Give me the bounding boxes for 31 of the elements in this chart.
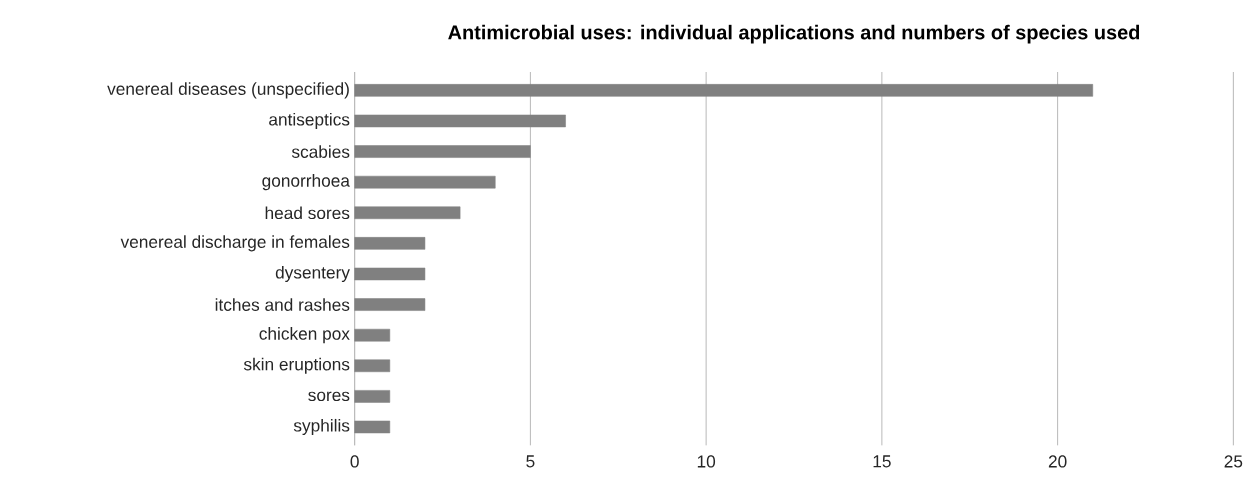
bar [354, 328, 391, 342]
y-tick-label: gonorrhoea [262, 174, 350, 191]
x-tick-label: 15 [873, 455, 891, 468]
y-tick-label: syphilis [293, 418, 350, 436]
bar [354, 359, 391, 373]
y-tick-label: antiseptics [269, 112, 350, 130]
y-tick-label: dysentery [275, 265, 350, 283]
bar [354, 237, 426, 250]
bar [354, 298, 426, 311]
y-tick-label: skin eruptions [243, 357, 350, 374]
y-tick-label: venereal discharge in females [120, 235, 350, 252]
bar [354, 206, 461, 220]
y-tick-label: itches and rashes [215, 298, 350, 311]
bar [354, 267, 426, 281]
bar [354, 175, 496, 189]
y-tick-label: head sores [265, 206, 350, 220]
x-tick-label: 0 [350, 455, 359, 468]
x-tick-label: 10 [697, 455, 716, 468]
x-tick-label: 20 [1048, 455, 1067, 468]
bar [354, 145, 531, 158]
y-tick-label: scabies [291, 145, 350, 158]
bar [354, 420, 391, 434]
bar [354, 84, 1094, 97]
y-tick-label: chicken pox [259, 327, 350, 344]
chart-title: Antimicrobial uses: individual applications and numbers of species used [448, 24, 1140, 44]
bar [354, 114, 566, 128]
y-tick-label: venereal diseases (unspecified) [107, 82, 349, 99]
x-tick-label: 25 [1224, 455, 1243, 468]
y-tick-label: sores [308, 391, 350, 402]
x-tick-label: 5 [526, 455, 535, 468]
bar [354, 390, 391, 403]
